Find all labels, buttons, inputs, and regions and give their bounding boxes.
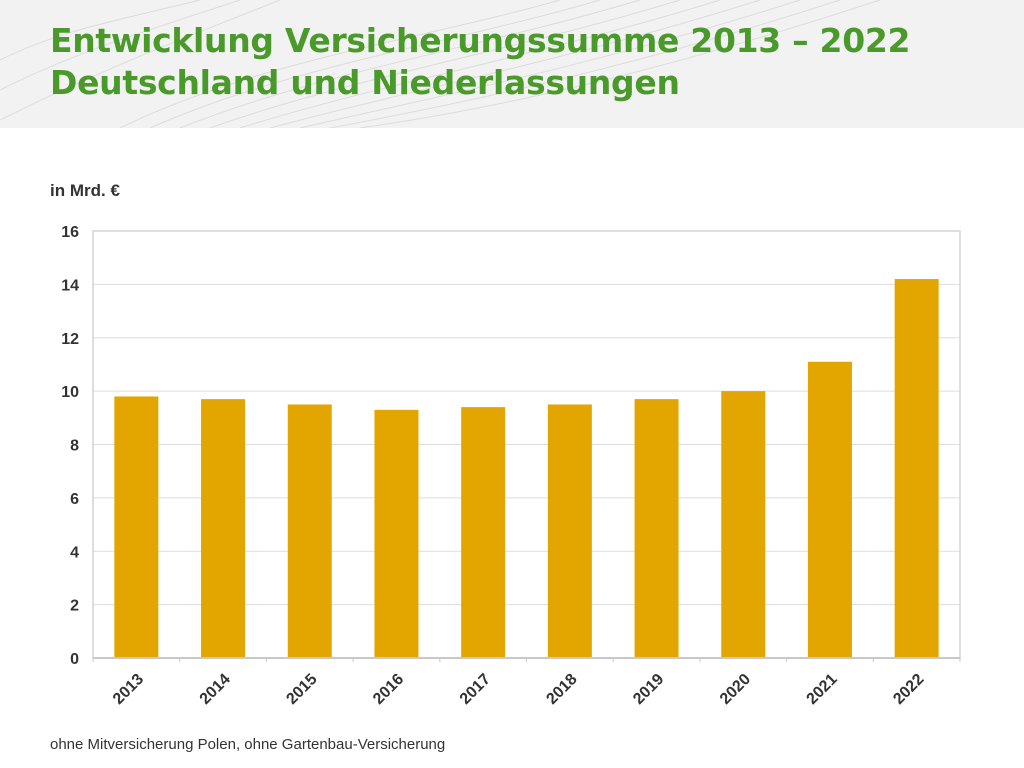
y-tick-label: 2 [70,598,79,615]
x-tick-label: 2020 [717,671,754,708]
x-tick-label: 2015 [283,671,320,708]
page-title: Entwicklung Versicherungssumme 2013 – 20… [50,20,910,104]
footnote: ohne Mitversicherung Polen, ohne Gartenb… [50,736,446,753]
y-tick-label: 8 [70,438,79,455]
bar-chart: 0 2 4 6 8 10 12 14 16 2013 2014 2015 2016 2017 2018 201… [61,224,961,708]
x-tick-label: 2022 [890,671,927,708]
decorative-contour-lines [0,0,881,128]
y-tick-label: 14 [61,277,79,294]
y-tick-label: 6 [70,491,79,508]
title-line-2: Deutschland und Niederlassungen [50,63,680,102]
bar [547,404,592,658]
bar [634,399,679,658]
header-banner: Entwicklung Versicherungssumme 2013 – 20… [0,0,1024,128]
y-tick-label: 12 [61,331,79,348]
x-tick-label: 2016 [370,671,407,708]
x-tick-label: 2014 [197,671,234,708]
title-line-1: Entwicklung Versicherungssumme 2013 – 20… [50,21,911,60]
x-tick-label: 2018 [543,671,580,708]
y-tick-label: 4 [70,544,79,561]
bar [287,404,332,658]
x-tick-label: 2019 [630,671,667,708]
bar [721,391,766,658]
bar [201,399,246,658]
y-axis-unit-label: in Mrd. € [50,181,120,200]
y-tick-label: 0 [70,651,79,668]
x-tick-label: 2013 [110,671,147,708]
x-tick-label: 2021 [804,671,841,708]
y-tick-label: 16 [61,224,79,241]
bar [374,409,419,658]
bar [114,396,159,658]
bar [461,407,506,658]
bar [894,279,939,658]
bar [807,361,852,658]
x-tick-label: 2017 [457,671,494,708]
y-tick-label: 10 [61,384,79,401]
